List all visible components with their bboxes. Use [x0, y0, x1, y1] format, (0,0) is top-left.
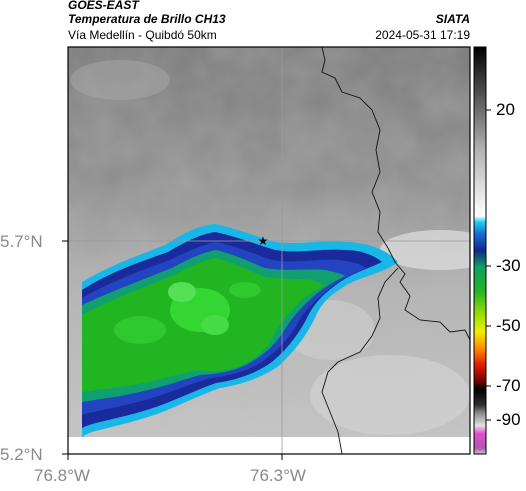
- colorbar: [473, 46, 487, 455]
- timestamp-label: 2024-05-31 17:19: [375, 28, 470, 42]
- lat-tick-5.2: 5.2°N: [0, 445, 43, 464]
- colorbar-label-minus50: -50: [496, 316, 521, 335]
- colorbar-label-minus30: -30: [496, 256, 521, 275]
- colorbar-label-minus70: -70: [496, 376, 521, 395]
- map-panel: [68, 47, 470, 454]
- route-subtitle: Vía Medellín - Quibdó 50km: [68, 28, 217, 42]
- lon-tick-76.3: 76.3°W: [250, 466, 306, 485]
- product-title: Temperatura de Brillo CH13: [68, 12, 226, 26]
- map-frame: [67, 46, 471, 455]
- lon-tick-76.8: 76.8°W: [34, 466, 90, 485]
- satellite-title: GOES-EAST: [68, 0, 139, 12]
- colorbar-label-20: 20: [496, 100, 515, 119]
- brand-label: SIATA: [435, 12, 470, 26]
- colorbar-label-minus90: -90: [496, 410, 521, 429]
- lat-tick-5.7: 5.7°N: [0, 232, 43, 251]
- border-line: [321, 47, 470, 341]
- star-marker: ★: [258, 234, 269, 248]
